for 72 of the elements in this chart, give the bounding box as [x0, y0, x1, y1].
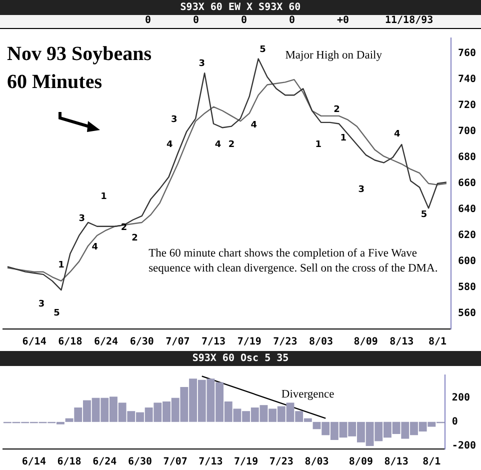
x-tick-label: 7/07 — [163, 456, 188, 468]
y-tick-label: 580 — [458, 282, 476, 294]
text: 11/18/93 — [385, 15, 434, 26]
y-tick-label: 200 — [452, 392, 470, 404]
y-tick-label: 600 — [458, 256, 476, 268]
x-tick-label: 7/07 — [166, 336, 190, 348]
y-tick-label: 560 — [458, 308, 476, 320]
y-tick-label: 0 — [452, 416, 458, 428]
annotation: 1 — [58, 260, 64, 271]
y-tick-label: -200 — [452, 440, 476, 452]
x-tick-label: 7/13 — [198, 456, 223, 468]
annotation: 4 — [214, 140, 222, 150]
text: 60 Minutes — [7, 71, 102, 93]
annotation: 1 — [315, 140, 322, 150]
x-tick-label: 8/13 — [384, 456, 408, 468]
x-tick-label: 6/18 — [57, 456, 82, 468]
annotation: 3 — [78, 214, 85, 224]
text: 0 — [193, 15, 200, 26]
y-tick-label: 700 — [458, 126, 476, 138]
annotation: Divergence — [281, 388, 334, 400]
x-tick-label: 6/30 — [128, 456, 152, 468]
annotation: The 60 minute chart shows the completion of a Five Wave sequence with clean divergence. Sell on the cross of the DMA. — [148, 247, 438, 274]
x-tick-label: 7/23 — [269, 456, 294, 468]
annotation: 5 — [260, 44, 266, 55]
window-header: S93X 60 Osc 5 35 — [0, 351, 481, 366]
x-tick-label: 8/03 — [304, 456, 329, 468]
annotation: 2 — [120, 223, 128, 234]
x-tick-label: 7/19 — [234, 456, 258, 468]
annotation: 2 — [228, 140, 235, 150]
x-tick-label: 6/24 — [92, 456, 117, 468]
x-tick-label: 8/13 — [390, 336, 414, 348]
annotation: 5 — [420, 210, 428, 220]
y-tick-label: 620 — [458, 230, 476, 242]
x-tick-label: 6/14 — [22, 336, 46, 348]
y-tick-label: 680 — [458, 152, 476, 164]
x-tick-label: 8/1 — [422, 456, 441, 468]
annotation: 2 — [334, 104, 340, 115]
annotation: 1 — [100, 192, 107, 202]
window-header: S93X 60 EW X S93X 60 — [0, 0, 481, 15]
text: 0 — [241, 15, 248, 26]
x-tick-label: 8/09 — [354, 336, 378, 348]
chart-title: Nov 93 Soybeans — [7, 43, 152, 65]
annotation: 3 — [358, 185, 364, 196]
x-tick-label: 8/1 — [428, 336, 447, 348]
annotation: 3 — [198, 59, 206, 70]
annotation: 3 — [38, 300, 45, 310]
text: +0 — [337, 15, 350, 26]
annotation: Major High on Daily — [285, 49, 382, 62]
x-tick-label: 8/03 — [308, 336, 334, 348]
y-tick-label: 760 — [458, 48, 476, 60]
text: 0 — [289, 15, 296, 26]
x-tick-label: 7/19 — [237, 336, 262, 348]
x-tick-label: 6/30 — [130, 336, 154, 348]
annotation: 4 — [92, 242, 98, 253]
x-tick-label: 6/18 — [58, 336, 82, 348]
annotation: 1 — [340, 133, 347, 144]
annotation: 3 — [170, 115, 178, 126]
x-tick-label: 6/24 — [94, 336, 118, 348]
y-tick-label: 720 — [458, 100, 476, 112]
annotation: 4 — [394, 129, 400, 140]
text: 0 — [145, 15, 152, 26]
annotation: 2 — [132, 234, 138, 244]
y-tick-label: 660 — [458, 178, 476, 190]
y-tick-label: 640 — [458, 204, 476, 216]
y-tick-label: 740 — [458, 74, 476, 86]
annotation: 5 — [54, 308, 60, 319]
x-tick-label: 7/23 — [273, 336, 298, 348]
annotation: 4 — [166, 140, 173, 150]
x-tick-label: 8/09 — [348, 456, 373, 468]
x-tick-label: 6/14 — [22, 456, 46, 468]
x-tick-label: 7/13 — [201, 336, 226, 348]
annotation: 4 — [250, 120, 257, 130]
